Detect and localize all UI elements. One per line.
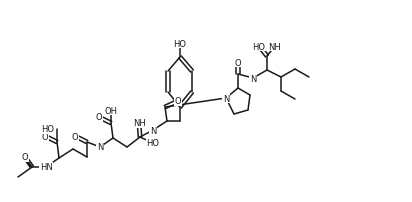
Text: N: N	[150, 126, 156, 135]
Text: O: O	[72, 132, 78, 141]
Text: O: O	[235, 58, 241, 67]
Text: HO: HO	[253, 42, 265, 51]
Text: N: N	[223, 94, 229, 103]
Text: N: N	[97, 143, 103, 152]
Text: NH: NH	[133, 119, 145, 128]
Text: O: O	[175, 97, 181, 106]
Text: O: O	[96, 113, 102, 122]
Text: HO: HO	[173, 39, 187, 48]
Text: O: O	[22, 153, 28, 162]
Text: OH: OH	[105, 106, 117, 115]
Text: HO: HO	[147, 139, 159, 148]
Text: NH: NH	[269, 42, 281, 51]
Text: N: N	[250, 74, 256, 83]
Text: HO: HO	[41, 125, 54, 134]
Text: O: O	[42, 132, 48, 141]
Text: HN: HN	[40, 163, 52, 172]
